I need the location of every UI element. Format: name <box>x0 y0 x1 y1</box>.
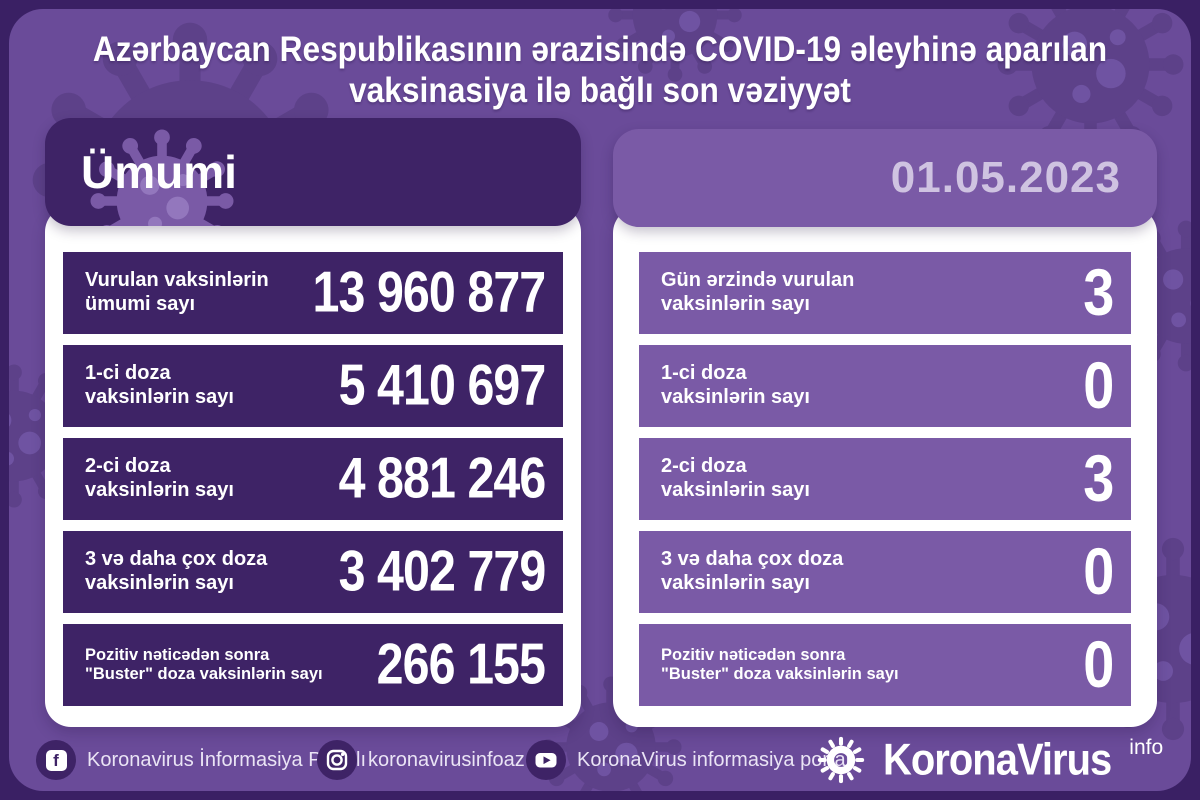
stat-row-third-dose: 3 və daha çox doza vaksinlərin sayı 3 40… <box>63 531 563 613</box>
daily-card: 01.05.2023 Gün ərzində vurulan vaksinlər… <box>613 129 1157 727</box>
stat-value: 0 <box>1082 627 1114 702</box>
stat-label: 1-ci doza vaksinlərin sayı <box>661 362 810 409</box>
youtube-label: KoronaVirus informasiya portalı <box>577 748 856 771</box>
totals-rows: Vurulan vaksinlərin ümumi sayı 13 960 87… <box>63 252 563 706</box>
instagram-icon <box>317 740 357 780</box>
stat-row-first-dose: 1-ci doza vaksinlərin sayı 5 410 697 <box>63 345 563 427</box>
footer: f Koronavirus İnformasiya Portalı korona… <box>9 729 1191 791</box>
page-title-line2: vaksinasiya ilə bağlı son vəziyyət <box>349 69 851 110</box>
stat-label-line2: vaksinlərin sayı <box>85 479 234 501</box>
date-label: 01.05.2023 <box>890 153 1121 202</box>
stat-value: 5 410 697 <box>338 354 546 418</box>
totals-header-title: Ümumi <box>81 146 237 198</box>
stat-label: Pozitiv nəticədən sonra "Buster" doza va… <box>661 646 899 685</box>
stat-label: 3 və daha çox doza vaksinlərin sayı <box>661 548 843 595</box>
stat-label-line1: Pozitiv nəticədən sonra <box>85 645 270 664</box>
stat-label: Pozitiv nəticədən sonra "Buster" doza va… <box>85 646 323 685</box>
stat-label-line2: vaksinlərin sayı <box>661 572 810 594</box>
stat-label: Vurulan vaksinlərin ümumi sayı <box>85 269 269 316</box>
stat-row-daily-booster-dose: Pozitiv nəticədən sonra "Buster" doza va… <box>639 624 1131 706</box>
stat-label-line1: 1-ci doza <box>661 362 747 385</box>
stat-label-line1: Pozitiv nəticədən sonra <box>661 645 846 664</box>
facebook-label: Koronavirus İnformasiya Portalı <box>87 748 367 771</box>
totals-card: Ümumi Vurulan vaksinlərin ümumi sayı 13 … <box>45 118 581 727</box>
facebook-icon: f <box>36 740 76 780</box>
logo-text: KoronaVirus <box>883 734 1112 785</box>
stat-row-daily-second-dose: 2-ci doza vaksinlərin sayı 3 <box>639 438 1131 520</box>
stat-row-daily-total: Gün ərzində vurulan vaksinlərin sayı 3 <box>639 252 1131 334</box>
poster-canvas: Azərbaycan Respublikasının ərazisində CO… <box>9 9 1191 791</box>
stat-row-booster-dose: Pozitiv nəticədən sonra "Buster" doza va… <box>63 624 563 706</box>
stat-label: 2-ci doza vaksinlərin sayı <box>661 455 810 502</box>
stat-value: 3 <box>1082 441 1114 516</box>
youtube-icon <box>526 740 566 780</box>
stat-label-line1: Vurulan vaksinlərin <box>85 269 269 292</box>
stat-row-total-vaccines: Vurulan vaksinlərin ümumi sayı 13 960 87… <box>63 252 563 334</box>
daily-rows: Gün ərzində vurulan vaksinlərin sayı 3 1… <box>639 252 1131 706</box>
stat-label-line1: 3 və daha çox doza <box>661 548 844 571</box>
stat-label-line1: 2-ci doza <box>85 455 171 478</box>
page-title-line1: Azərbaycan Respublikasının ərazisində CO… <box>92 28 1108 69</box>
stat-label-line1: 2-ci doza <box>661 455 747 478</box>
stat-value: 266 155 <box>376 633 546 697</box>
stat-label-line2: vaksinlərin sayı <box>661 479 810 501</box>
stat-label-line1: Gün ərzində vurulan <box>661 269 855 292</box>
facebook-f-glyph: f <box>53 750 59 770</box>
stat-label-line1: 1-ci doza <box>85 362 171 385</box>
stat-label: Gün ərzində vurulan vaksinlərin sayı <box>661 269 854 316</box>
logo-superscript: info <box>1129 736 1164 759</box>
facebook-link[interactable]: f Koronavirus İnformasiya Portalı <box>36 740 366 780</box>
stat-label-line2: vaksinlərin sayı <box>661 293 810 315</box>
stat-label-line2: vaksinlərin sayı <box>85 386 234 408</box>
stat-row-second-dose: 2-ci doza vaksinlərin sayı 4 881 246 <box>63 438 563 520</box>
stat-label-line2: vaksinlərin sayı <box>85 572 234 594</box>
stat-label-line2: "Buster" doza vaksinlərin sayı <box>661 665 899 683</box>
totals-header: Ümumi <box>45 118 581 226</box>
stat-row-daily-third-dose: 3 və daha çox doza vaksinlərin sayı 0 <box>639 531 1131 613</box>
instagram-label: koronavirusinfoaz <box>368 748 525 771</box>
stat-label: 1-ci doza vaksinlərin sayı <box>85 362 234 409</box>
page-title: Azərbaycan Respublikasının ərazisində CO… <box>9 28 1191 110</box>
stat-label-line2: "Buster" doza vaksinlərin sayı <box>85 665 323 683</box>
stat-label-line2: ümumi sayı <box>85 293 196 315</box>
stat-value: 0 <box>1082 534 1114 609</box>
stat-label: 2-ci doza vaksinlərin sayı <box>85 455 234 502</box>
daily-header: 01.05.2023 <box>613 129 1157 227</box>
stat-value: 0 <box>1082 348 1114 423</box>
stat-label: 3 və daha çox doza vaksinlərin sayı <box>85 548 267 595</box>
koronavirus-logo: KoronaVirus info <box>815 734 1163 786</box>
youtube-link[interactable]: KoronaVirus informasiya portalı <box>526 740 856 780</box>
instagram-link[interactable]: koronavirusinfoaz <box>317 740 525 780</box>
stat-row-daily-first-dose: 1-ci doza vaksinlərin sayı 0 <box>639 345 1131 427</box>
stat-value: 3 <box>1082 255 1114 330</box>
stat-value: 13 960 877 <box>312 261 546 325</box>
stat-value: 3 402 779 <box>338 540 546 604</box>
stat-label-line1: 3 və daha çox doza <box>85 548 268 571</box>
stat-value: 4 881 246 <box>338 447 546 511</box>
stat-label-line2: vaksinlərin sayı <box>661 386 810 408</box>
virus-logo-icon <box>817 736 865 784</box>
